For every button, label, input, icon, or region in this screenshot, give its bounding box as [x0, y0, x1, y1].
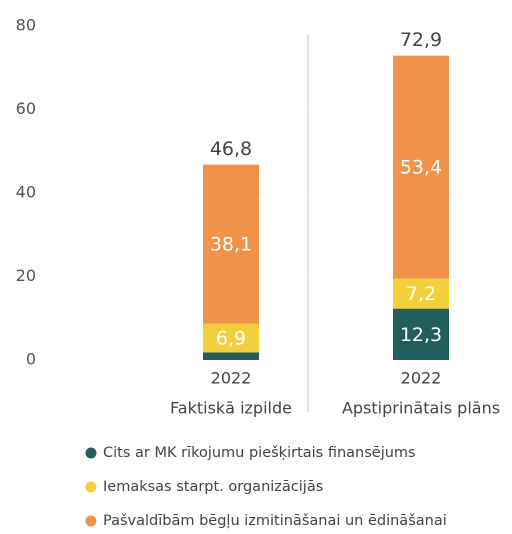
- legend-marker: [85, 447, 97, 459]
- legend-label: Pašvaldībām bēgļu izmitināšanai un ēdinā…: [103, 513, 447, 529]
- legend-marker: [85, 481, 97, 493]
- y-tick-label: 40: [16, 183, 36, 202]
- total-label: 46,8: [210, 138, 252, 160]
- data-label: 7,2: [406, 283, 436, 305]
- data-label: 6,9: [216, 328, 246, 350]
- group-label: Faktiskā izpilde: [170, 399, 292, 418]
- data-label: 38,1: [210, 234, 252, 256]
- bar-segment: [393, 308, 449, 360]
- y-tick-label: 20: [16, 266, 36, 285]
- x-tick-label: 2022: [211, 369, 252, 388]
- legend-label: Iemaksas starpt. organizācijās: [103, 479, 323, 495]
- y-tick-label: 0: [26, 350, 36, 369]
- y-tick-label: 60: [16, 99, 36, 118]
- legend-marker: [85, 515, 97, 527]
- data-label: 53,4: [400, 157, 442, 179]
- data-label: 12,3: [400, 324, 442, 346]
- bar-segment: [203, 323, 259, 353]
- bar-segment: [393, 55, 449, 279]
- total-label: 72,9: [400, 29, 442, 51]
- legend-label: Cits ar MK rīkojumu piešķirtais finansēj…: [103, 445, 416, 461]
- bar-segment: [203, 352, 259, 360]
- group-label: Apstiprinātais plāns: [342, 399, 500, 418]
- bar-segment: [203, 164, 259, 324]
- bar-segment: [393, 278, 449, 309]
- x-tick-label: 2022: [401, 369, 442, 388]
- y-tick-label: 80: [16, 16, 36, 35]
